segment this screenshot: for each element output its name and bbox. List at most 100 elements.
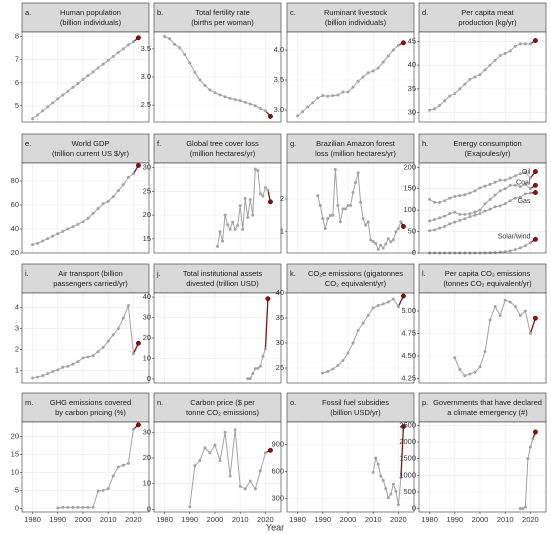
data-point [126,175,130,179]
x-tick-label: 1990 [314,515,331,524]
data-point [448,94,452,98]
data-point [503,51,507,55]
latest-point [135,162,141,168]
data-point [488,182,492,186]
data-point [321,371,325,375]
data-point [66,505,70,509]
data-point [238,99,242,103]
data-point [381,302,385,306]
data-point [513,196,517,200]
data-point [376,304,380,307]
y-tick-label: 1 [280,227,284,236]
data-point [131,352,135,356]
latest-point [400,40,406,46]
panel-title: Per capita meat [461,8,514,17]
y-tick-label: 30 [143,163,151,172]
latest-point [267,199,273,205]
data-point [473,189,477,193]
y-tick-label: 1 [15,365,19,374]
panel-title: Total institutional assets [183,269,262,278]
data-point [508,176,512,180]
data-point [228,474,232,478]
data-point [306,105,310,109]
data-point [188,61,192,65]
x-tick-label: 2010 [365,515,382,524]
data-point [168,37,172,41]
data-point [463,217,467,221]
data-point [376,66,380,70]
data-point [458,212,462,216]
data-point [374,242,378,246]
y-tick-label: 600 [271,466,284,475]
data-point [473,210,477,214]
data-point [396,305,400,308]
y-tick-label: 30 [408,108,416,117]
y-tick-label: 3 [15,324,19,333]
panel-title: a climate emergency (#) [447,408,528,417]
data-point [238,204,242,208]
data-point [498,204,502,208]
data-point [443,214,447,218]
data-point [233,428,237,432]
data-point [198,78,202,82]
data-point [463,193,467,197]
panel-title: Global tree cover loss [186,139,259,148]
panel-header [21,133,150,164]
data-point [493,251,497,255]
data-point [488,63,492,67]
panel-label: o. [290,398,296,407]
data-point [396,43,400,47]
panel-header [418,392,547,423]
data-point [389,492,393,496]
data-point [503,178,507,182]
data-point [366,314,370,317]
x-tick-label: 1990 [49,515,66,524]
data-point [71,85,75,89]
data-point [111,474,115,478]
data-point [66,227,70,231]
data-point [203,446,207,450]
series-label: Oil [522,169,531,176]
x-tick-label: 2010 [232,515,249,524]
data-point [256,169,260,173]
data-point [246,377,250,381]
x-tick-label: 2000 [340,515,357,524]
y-tick-label: 15 [11,449,19,458]
data-point [131,40,135,44]
data-point [36,241,40,245]
data-point [41,109,45,113]
data-point [231,220,235,224]
data-point [56,506,60,510]
data-point [253,367,257,371]
latest-point [532,429,538,435]
data-point [193,71,197,74]
y-tick-label: 300 [271,493,284,502]
y-tick-label: 80 [11,176,19,185]
data-point [523,505,527,509]
data-point [448,222,452,226]
panel-label: f. [157,139,161,148]
panel-title: GHG emissions covered [50,398,131,407]
data-point [438,226,442,230]
data-point [513,248,517,252]
series-label: Gas [518,198,531,205]
data-point [468,372,472,376]
data-point [101,488,105,492]
y-tick-label: 0 [147,374,151,383]
data-point [463,212,467,216]
data-point [301,110,305,114]
data-point [518,195,522,199]
data-point [386,496,390,500]
data-point [349,204,352,208]
panel-label: e. [25,139,31,148]
data-point [381,60,385,64]
data-point [391,482,395,486]
data-point [111,195,115,199]
data-point [261,354,265,358]
y-tick-label: 20 [143,453,151,462]
x-tick-label: 2000 [207,515,224,524]
data-point [61,93,65,97]
panel-header [21,392,150,423]
panel-title: by carbon pricing (%) [55,408,126,417]
